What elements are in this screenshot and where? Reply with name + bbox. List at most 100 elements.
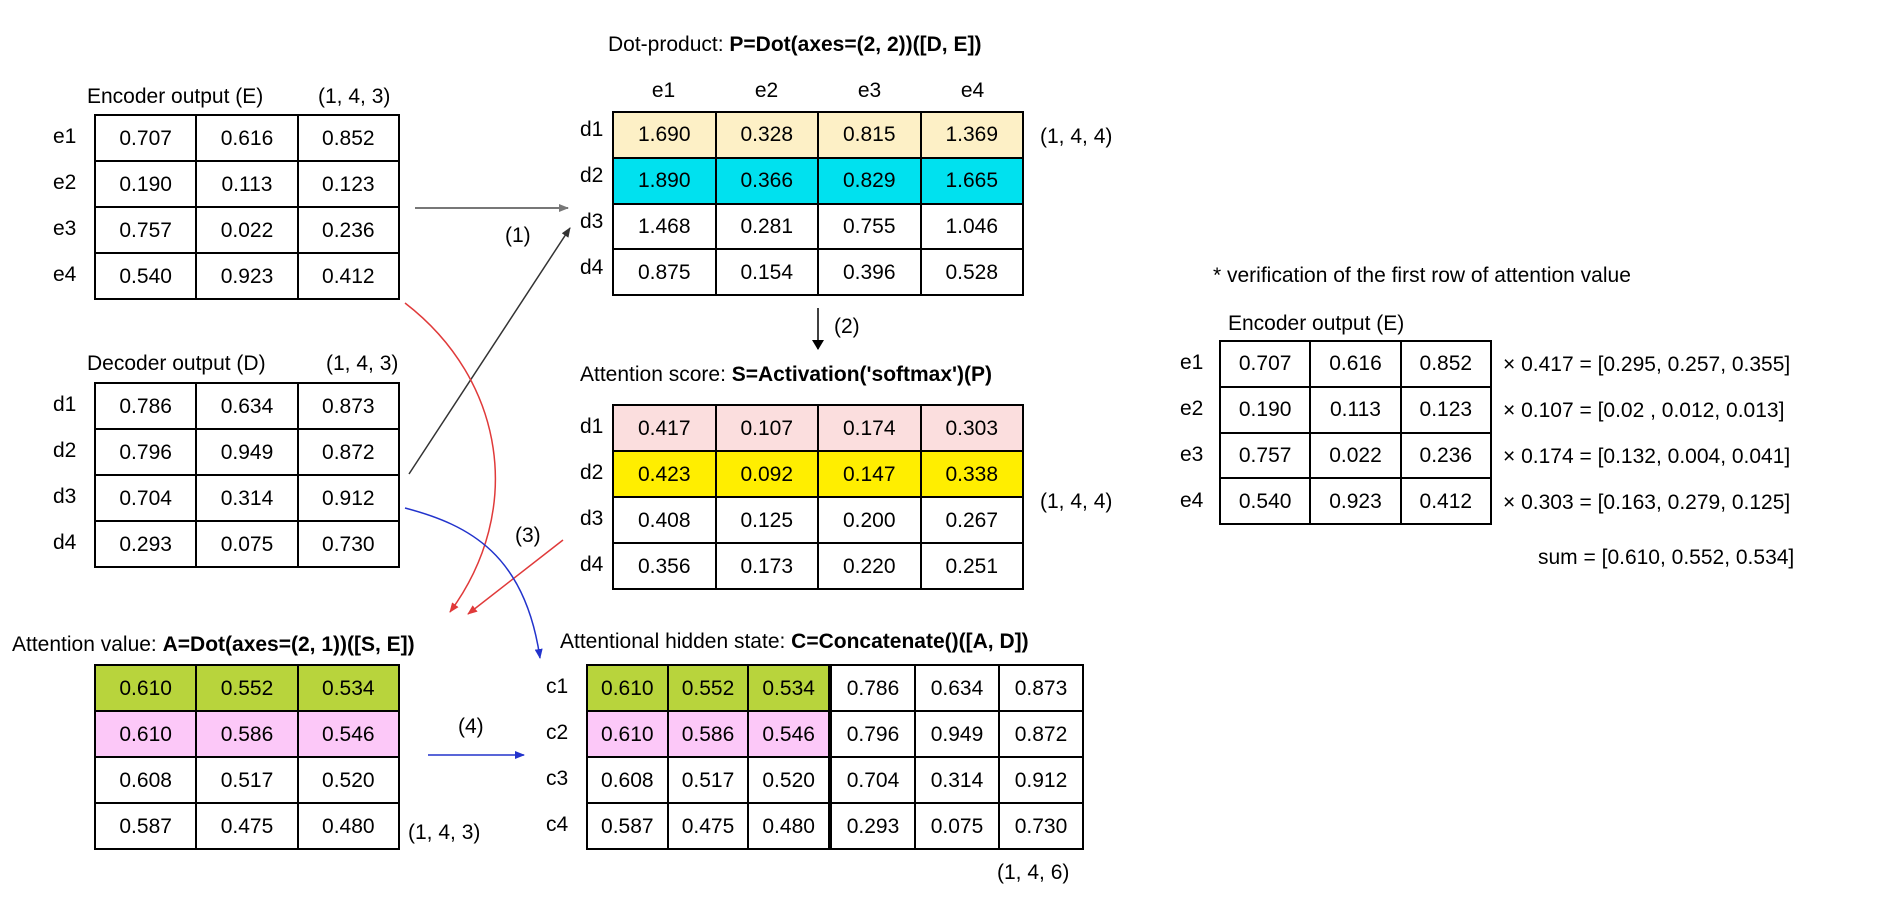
table-cell: 0.540	[1218, 477, 1312, 525]
col-label: e4	[960, 79, 985, 102]
table-row: 0.875 0.154 0.396 0.528	[612, 248, 1024, 296]
row-label: e1	[53, 125, 77, 148]
table-row: 0.704 0.314 0.912	[830, 756, 1084, 804]
attentional-hidden-formula: C=Concatenate()([A, D])	[791, 630, 1029, 653]
table-cell: 0.796	[93, 428, 198, 476]
table-cell: 0.610	[93, 710, 198, 758]
table-cell: 0.520	[747, 756, 830, 804]
table-cell: 0.356	[612, 542, 717, 590]
row-label: d2	[580, 164, 604, 187]
decoder-shape: (1, 4, 3)	[326, 352, 399, 375]
encoder-table: 0.707 0.616 0.852 0.190 0.113 0.123 0.75…	[93, 114, 401, 300]
table-cell: 1.890	[612, 156, 717, 205]
row-label: d4	[580, 553, 604, 576]
table-cell: 0.730	[998, 802, 1084, 850]
table-row: 0.423 0.092 0.147 0.338	[612, 450, 1024, 498]
table-cell: 1.046	[919, 202, 1024, 251]
table-cell: 0.912	[296, 474, 401, 522]
col-label: e2	[754, 79, 779, 102]
table-cell: 0.534	[747, 664, 830, 712]
table-cell: 0.815	[817, 111, 922, 159]
verification-note: * verification of the first row of atten…	[1213, 264, 1631, 287]
row-label: c4	[546, 813, 569, 836]
decoder-table: 0.786 0.634 0.873 0.796 0.949 0.872 0.70…	[93, 382, 401, 568]
step-label-1: (1)	[505, 224, 531, 247]
row-label: d1	[53, 393, 77, 416]
dot-product-table: 1.690 0.328 0.815 1.369 1.890 0.366 0.82…	[612, 111, 1024, 296]
table-row: 1.468 0.281 0.755 1.046	[612, 202, 1024, 251]
verification-encoder-title: Encoder output (E)	[1228, 312, 1405, 335]
attention-score-formula: S=Activation('softmax')(P)	[731, 363, 993, 386]
step-label-2: (2)	[834, 315, 860, 338]
table-cell: 0.587	[586, 802, 669, 850]
table-row: 0.190 0.113 0.123	[1218, 385, 1493, 434]
step-label-4: (4)	[458, 715, 484, 738]
table-cell: 0.303	[919, 404, 1024, 452]
table-cell: 0.328	[714, 111, 819, 159]
table-cell: 0.200	[817, 496, 922, 544]
table-cell: 0.314	[195, 474, 299, 522]
attention-value-table: 0.610 0.552 0.534 0.610 0.586 0.546 0.60…	[93, 664, 401, 850]
table-cell: 0.586	[666, 710, 750, 758]
col-label: e3	[857, 79, 882, 102]
table-cell: 0.873	[998, 664, 1084, 712]
attention-score-shape: (1, 4, 4)	[1040, 490, 1113, 513]
dot-product-title-prefix: Dot-product:	[608, 33, 730, 56]
table-cell: 1.369	[919, 111, 1024, 159]
table-cell: 0.412	[1399, 477, 1493, 525]
table-cell: 0.610	[586, 664, 669, 712]
table-row: 1.690 0.328 0.815 1.369	[612, 111, 1024, 159]
table-cell: 0.475	[666, 802, 750, 850]
table-cell: 0.314	[914, 756, 1000, 804]
table-cell: 0.757	[1218, 431, 1312, 480]
attention-score-title: Attention score: S=Activation('softmax')…	[580, 364, 992, 385]
table-cell: 0.147	[817, 450, 922, 498]
table-cell: 0.704	[830, 756, 916, 804]
attentional-hidden-shape: (1, 4, 6)	[997, 861, 1070, 884]
table-cell: 0.236	[1399, 431, 1493, 480]
row-label: c1	[546, 675, 569, 698]
row-label: e2	[1180, 397, 1204, 420]
row-label: d4	[580, 256, 604, 279]
table-row: 0.587 0.475 0.480	[586, 802, 830, 850]
row-label: e3	[1180, 443, 1204, 466]
row-label: e3	[53, 217, 77, 240]
table-cell: 0.634	[195, 382, 299, 430]
attentional-hidden-table-decoder-part: 0.786 0.634 0.873 0.796 0.949 0.872 0.70…	[830, 664, 1084, 850]
table-cell: 0.123	[296, 160, 401, 208]
encoder-title: Encoder output (E)	[87, 85, 264, 108]
table-cell: 0.475	[195, 802, 299, 850]
table-cell: 0.022	[195, 206, 299, 254]
row-label: c3	[546, 767, 569, 790]
table-cell: 0.113	[195, 160, 299, 208]
attentional-hidden-table-attention-part: 0.610 0.552 0.534 0.610 0.586 0.546 0.60…	[586, 664, 830, 850]
table-row: 0.757 0.022 0.236	[93, 206, 401, 254]
table-cell: 0.480	[747, 802, 830, 850]
table-cell: 0.480	[296, 802, 401, 850]
table-cell: 0.608	[586, 756, 669, 804]
attentional-hidden-title: Attentional hidden state: C=Concatenate(…	[560, 631, 1029, 652]
table-cell: 0.608	[93, 756, 198, 804]
table-cell: 0.707	[93, 114, 198, 162]
table-cell: 0.251	[919, 542, 1024, 590]
table-cell: 0.616	[195, 114, 299, 162]
row-label: d4	[53, 531, 77, 554]
table-cell: 0.872	[998, 710, 1084, 758]
table-row: 0.796 0.949 0.872	[93, 428, 401, 476]
table-row: 0.786 0.634 0.873	[830, 664, 1084, 712]
verification-sum: sum = [0.610, 0.552, 0.534]	[1538, 546, 1795, 569]
table-row: 0.608 0.517 0.520	[586, 756, 830, 804]
table-cell: 0.786	[830, 664, 916, 712]
table-cell: 0.912	[998, 756, 1084, 804]
row-label: d2	[580, 461, 604, 484]
row-label: d3	[580, 507, 604, 530]
dot-product-shape: (1, 4, 4)	[1040, 125, 1113, 148]
table-cell: 0.616	[1309, 340, 1402, 388]
table-cell: 0.220	[817, 542, 922, 590]
table-cell: 0.586	[195, 710, 299, 758]
table-row: 0.293 0.075 0.730	[830, 802, 1084, 850]
table-cell: 0.075	[914, 802, 1000, 850]
table-cell: 0.587	[93, 802, 198, 850]
table-cell: 0.267	[919, 496, 1024, 544]
table-cell: 0.517	[666, 756, 750, 804]
